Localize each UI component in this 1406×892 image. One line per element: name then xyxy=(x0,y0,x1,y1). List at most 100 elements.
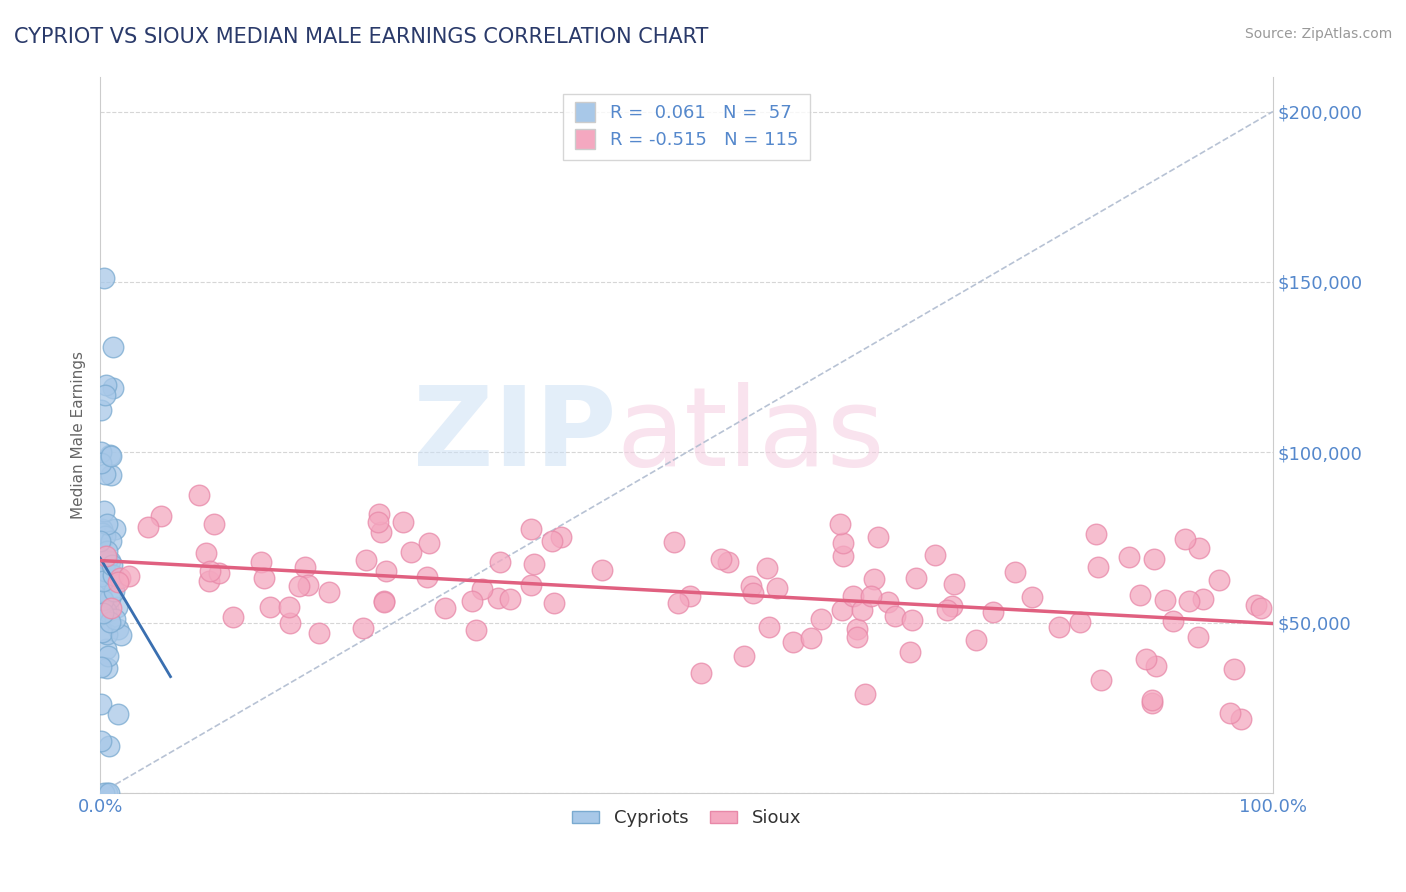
Point xyxy=(94,604,117,618)
Point xyxy=(100,449,122,463)
Point xyxy=(465,624,488,638)
Point xyxy=(1250,600,1272,615)
Point xyxy=(103,522,125,536)
Point xyxy=(352,621,374,635)
Point xyxy=(96,626,118,640)
Point xyxy=(222,609,245,624)
Point xyxy=(98,554,121,568)
Point xyxy=(100,600,122,615)
Point xyxy=(418,536,440,550)
Point xyxy=(1219,706,1241,721)
Point xyxy=(740,579,762,593)
Point xyxy=(97,601,120,615)
Point xyxy=(198,564,221,578)
Point xyxy=(103,584,125,599)
Point xyxy=(101,558,124,572)
Point xyxy=(543,596,565,610)
Point xyxy=(1085,527,1108,541)
Point xyxy=(1129,588,1152,602)
Point xyxy=(733,649,755,664)
Point xyxy=(540,534,562,549)
Point xyxy=(98,591,121,605)
Point xyxy=(391,515,413,529)
Point xyxy=(370,525,392,540)
Point xyxy=(89,534,111,549)
Point xyxy=(924,548,946,562)
Point xyxy=(416,570,439,584)
Point xyxy=(253,571,276,585)
Point xyxy=(1143,552,1166,566)
Point xyxy=(1142,696,1164,710)
Point xyxy=(373,594,395,608)
Point xyxy=(108,571,131,585)
Point xyxy=(91,624,114,639)
Point xyxy=(91,574,114,588)
Point xyxy=(195,546,218,560)
Point xyxy=(1144,659,1167,673)
Point xyxy=(434,601,457,615)
Point xyxy=(1135,652,1157,666)
Point xyxy=(107,622,129,636)
Y-axis label: Median Male Earnings: Median Male Earnings xyxy=(72,351,86,519)
Point xyxy=(1047,619,1070,633)
Point xyxy=(1192,592,1215,607)
Point xyxy=(94,529,117,543)
Point xyxy=(250,555,273,569)
Point xyxy=(1188,541,1211,555)
Text: atlas: atlas xyxy=(616,382,884,489)
Point xyxy=(1004,565,1026,579)
Point xyxy=(1142,693,1164,707)
Point xyxy=(860,590,883,604)
Point xyxy=(107,707,129,722)
Point xyxy=(277,600,299,615)
Point xyxy=(489,556,512,570)
Point xyxy=(94,378,117,392)
Point xyxy=(1223,662,1246,676)
Point xyxy=(1087,559,1109,574)
Point xyxy=(810,612,832,626)
Point xyxy=(308,625,330,640)
Point xyxy=(187,488,209,502)
Point xyxy=(90,403,112,417)
Point xyxy=(765,581,787,595)
Point xyxy=(550,530,572,544)
Point xyxy=(105,600,128,615)
Point xyxy=(96,553,118,567)
Point xyxy=(1230,712,1253,726)
Point xyxy=(98,786,121,800)
Point xyxy=(90,522,112,536)
Point xyxy=(399,545,422,559)
Point xyxy=(278,616,301,631)
Point xyxy=(981,605,1004,619)
Point xyxy=(259,599,281,614)
Point xyxy=(1208,573,1230,587)
Point xyxy=(91,592,114,607)
Point xyxy=(1244,598,1267,612)
Point xyxy=(1118,550,1140,565)
Point xyxy=(208,566,231,581)
Point xyxy=(101,340,124,354)
Point xyxy=(117,569,139,583)
Point xyxy=(1154,592,1177,607)
Point xyxy=(742,586,765,600)
Point xyxy=(831,536,853,550)
Point xyxy=(91,525,114,540)
Point xyxy=(936,603,959,617)
Point xyxy=(373,595,395,609)
Point xyxy=(96,516,118,531)
Point xyxy=(1069,615,1091,629)
Point xyxy=(90,445,112,459)
Point xyxy=(830,517,852,532)
Point xyxy=(93,606,115,620)
Point xyxy=(1187,630,1209,644)
Point xyxy=(666,596,689,610)
Text: CYPRIOT VS SIOUX MEDIAN MALE EARNINGS CORRELATION CHART: CYPRIOT VS SIOUX MEDIAN MALE EARNINGS CO… xyxy=(14,27,709,46)
Point xyxy=(900,613,922,627)
Point xyxy=(93,270,115,285)
Point xyxy=(100,533,122,548)
Point xyxy=(846,631,869,645)
Point xyxy=(90,733,112,747)
Point xyxy=(717,555,740,569)
Point xyxy=(149,508,172,523)
Point xyxy=(94,549,117,563)
